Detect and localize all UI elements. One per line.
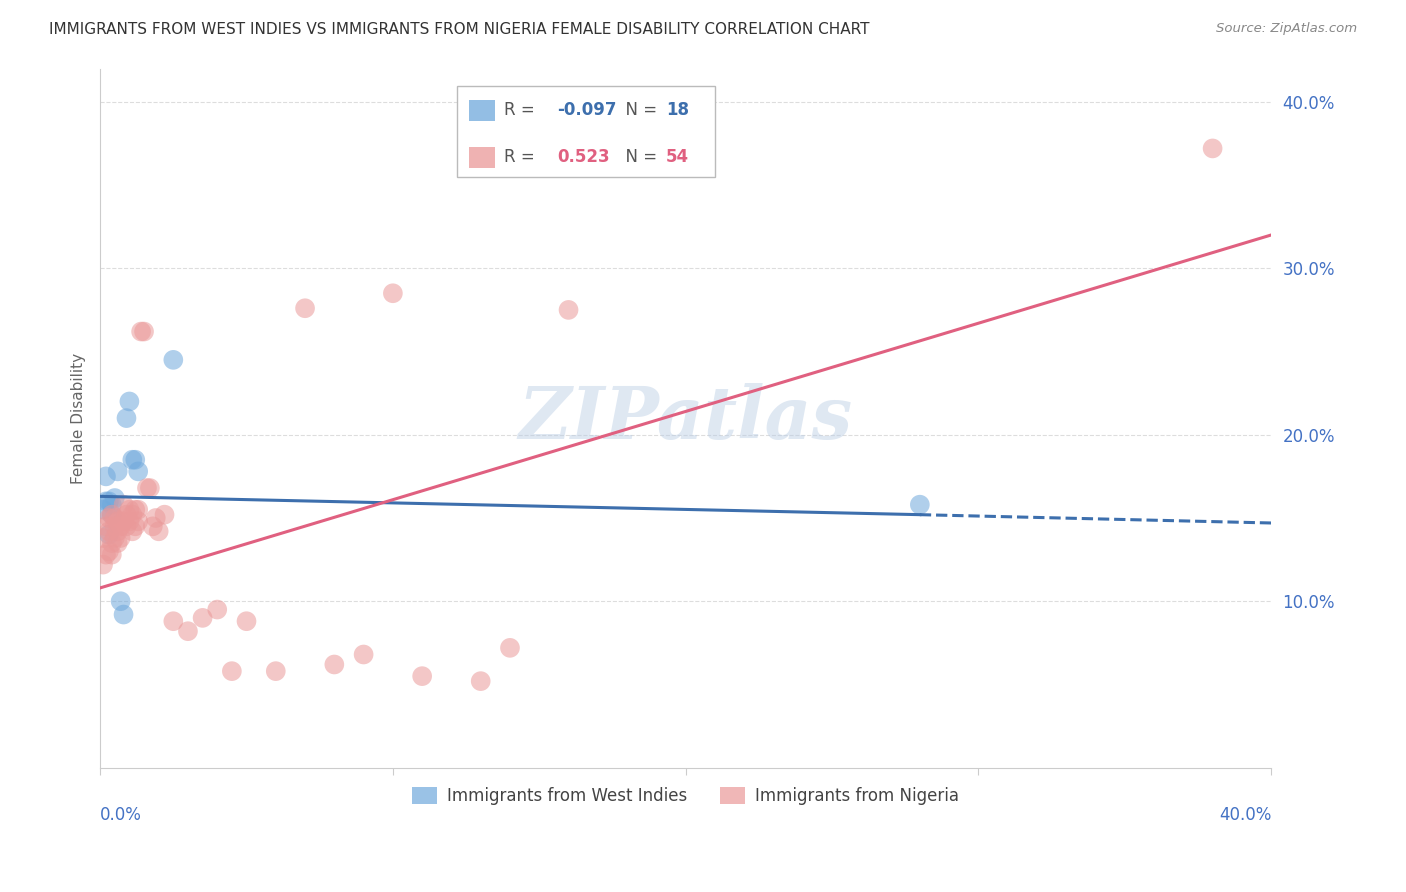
Point: [353, 648, 375, 662]
Point: [91, 558, 114, 572]
Point: [127, 464, 149, 478]
Point: [177, 624, 200, 639]
Point: [94, 519, 117, 533]
Point: [94, 494, 117, 508]
Point: [97, 494, 120, 508]
Point: [101, 536, 124, 550]
Point: [104, 519, 127, 533]
Point: [908, 498, 931, 512]
Point: [118, 394, 141, 409]
Point: [191, 611, 214, 625]
Point: [124, 452, 146, 467]
Point: [101, 508, 124, 522]
Point: [107, 524, 129, 539]
Point: [104, 511, 127, 525]
Text: 40.0%: 40.0%: [1219, 806, 1271, 824]
Point: [112, 498, 135, 512]
Text: -0.097: -0.097: [557, 101, 616, 119]
Point: [118, 502, 141, 516]
Point: [294, 301, 316, 316]
Text: N =: N =: [616, 101, 662, 119]
Point: [1201, 141, 1223, 155]
Point: [136, 481, 159, 495]
Point: [107, 514, 129, 528]
Text: N =: N =: [616, 147, 662, 166]
Point: [221, 664, 243, 678]
Point: [101, 498, 124, 512]
Point: [107, 464, 129, 478]
Point: [411, 669, 433, 683]
Point: [104, 531, 127, 545]
Point: [101, 548, 124, 562]
Point: [235, 614, 257, 628]
Point: [142, 519, 165, 533]
Text: 0.0%: 0.0%: [100, 806, 142, 824]
Point: [470, 674, 492, 689]
Point: [97, 511, 120, 525]
Legend: Immigrants from West Indies, Immigrants from Nigeria: Immigrants from West Indies, Immigrants …: [405, 780, 966, 812]
Text: IMMIGRANTS FROM WEST INDIES VS IMMIGRANTS FROM NIGERIA FEMALE DISABILITY CORRELA: IMMIGRANTS FROM WEST INDIES VS IMMIGRANT…: [49, 22, 870, 37]
FancyBboxPatch shape: [470, 147, 495, 168]
Point: [127, 502, 149, 516]
Point: [91, 531, 114, 545]
Text: R =: R =: [505, 101, 540, 119]
Text: 18: 18: [665, 101, 689, 119]
Y-axis label: Female Disability: Female Disability: [72, 352, 86, 483]
Point: [132, 325, 155, 339]
Point: [162, 614, 184, 628]
Point: [148, 524, 170, 539]
Point: [139, 481, 162, 495]
Text: R =: R =: [505, 147, 540, 166]
Point: [499, 640, 522, 655]
Point: [381, 286, 404, 301]
Point: [110, 531, 132, 545]
Point: [115, 411, 138, 425]
Point: [115, 519, 138, 533]
FancyBboxPatch shape: [457, 86, 714, 177]
Point: [118, 514, 141, 528]
Point: [110, 594, 132, 608]
Point: [124, 519, 146, 533]
Point: [104, 491, 127, 505]
Point: [94, 469, 117, 483]
Point: [121, 508, 143, 522]
Point: [110, 519, 132, 533]
Point: [153, 508, 176, 522]
Point: [127, 514, 149, 528]
Point: [323, 657, 346, 672]
Point: [107, 536, 129, 550]
Text: 54: 54: [665, 147, 689, 166]
Point: [112, 607, 135, 622]
Point: [145, 511, 167, 525]
Point: [115, 508, 138, 522]
Point: [97, 527, 120, 541]
Point: [94, 548, 117, 562]
Text: Source: ZipAtlas.com: Source: ZipAtlas.com: [1216, 22, 1357, 36]
Text: 0.523: 0.523: [557, 147, 609, 166]
Point: [121, 524, 143, 539]
Point: [557, 302, 579, 317]
Point: [101, 508, 124, 522]
Text: ZIPatlas: ZIPatlas: [519, 383, 852, 454]
Point: [162, 352, 184, 367]
Point: [121, 452, 143, 467]
Point: [264, 664, 287, 678]
Point: [91, 502, 114, 516]
Point: [112, 514, 135, 528]
FancyBboxPatch shape: [470, 100, 495, 121]
Point: [97, 544, 120, 558]
Point: [124, 502, 146, 516]
Point: [97, 524, 120, 539]
Point: [129, 325, 152, 339]
Point: [207, 602, 229, 616]
